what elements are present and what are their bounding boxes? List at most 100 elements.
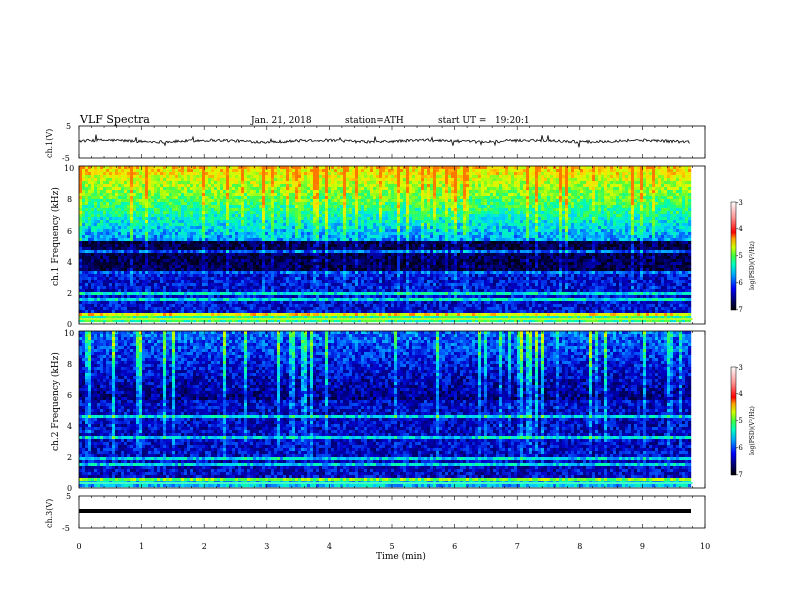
spectrogram-cell bbox=[145, 190, 149, 194]
spectrogram-cell bbox=[589, 214, 593, 218]
spectrogram-cell bbox=[175, 199, 179, 203]
spectrogram-cell bbox=[673, 169, 677, 173]
spectrogram-cell bbox=[502, 208, 506, 212]
spectrogram-cell bbox=[232, 187, 236, 191]
spectrogram-cell bbox=[547, 226, 551, 230]
spectrogram-cell bbox=[256, 184, 260, 188]
spectrogram-cell bbox=[187, 223, 191, 227]
spectrogram-cell bbox=[421, 187, 425, 191]
spectrogram-cell bbox=[565, 187, 569, 191]
spectrogram-cell bbox=[85, 172, 89, 176]
spectrogram-cell bbox=[427, 211, 431, 215]
spectrogram-cell bbox=[559, 196, 563, 200]
spectrogram-cell bbox=[298, 193, 302, 197]
spectrogram-cell bbox=[79, 184, 83, 188]
spectrogram-cell bbox=[139, 190, 143, 194]
spectrogram-cell bbox=[406, 187, 410, 191]
spectrogram-cell bbox=[427, 175, 431, 179]
spectrogram-cell bbox=[112, 193, 116, 197]
spectrogram-cell bbox=[658, 166, 662, 170]
spectrogram-cell bbox=[517, 214, 521, 218]
spectrogram-cell bbox=[565, 193, 569, 197]
spectrogram-cell bbox=[511, 205, 515, 209]
spectrogram-cell bbox=[634, 223, 638, 227]
spectrogram-cell bbox=[484, 166, 488, 170]
spectrogram-cell bbox=[526, 175, 530, 179]
spectrogram-cell bbox=[685, 190, 689, 194]
spectrogram-cell bbox=[151, 232, 155, 236]
spectrogram-cell bbox=[307, 181, 311, 185]
spectrogram-cell bbox=[148, 178, 152, 182]
spectrogram-cell bbox=[256, 178, 260, 182]
spectrogram-cell bbox=[526, 184, 530, 188]
spectrogram-cell bbox=[646, 232, 650, 236]
spectrogram-cell bbox=[550, 229, 554, 233]
spectrogram-cell bbox=[688, 220, 692, 224]
spectrogram-cell bbox=[352, 202, 356, 206]
spectrogram-cell bbox=[580, 214, 584, 218]
spectrogram-cell bbox=[154, 184, 158, 188]
spectrogram-cell bbox=[340, 178, 344, 182]
spectrogram-cell bbox=[529, 199, 533, 203]
spectrogram-cell bbox=[382, 235, 386, 239]
spectrogram-cell bbox=[604, 172, 608, 176]
spectrogram-cell bbox=[481, 178, 485, 182]
spectrogram-cell bbox=[436, 199, 440, 203]
spectrogram-cell bbox=[415, 220, 419, 224]
spectrogram-cell bbox=[313, 181, 317, 185]
spectrogram-cell bbox=[601, 166, 605, 170]
spectrogram-cell bbox=[418, 196, 422, 200]
spectrogram-cell bbox=[589, 196, 593, 200]
spectrogram-cell bbox=[481, 181, 485, 185]
spectrogram-cell bbox=[385, 235, 389, 239]
spectrogram-cell bbox=[655, 211, 659, 215]
spectrogram-cell bbox=[175, 205, 179, 209]
spectrogram-cell bbox=[481, 220, 485, 224]
spectrogram-cell bbox=[676, 166, 680, 170]
spectrogram-cell bbox=[400, 184, 404, 188]
spectrogram-cell bbox=[208, 232, 212, 236]
spectrogram-cell bbox=[586, 217, 590, 221]
spectrogram-cell bbox=[256, 187, 260, 191]
spectrogram-cell bbox=[682, 205, 686, 209]
spectrogram-cell bbox=[376, 205, 380, 209]
spectrogram-cell bbox=[79, 214, 83, 218]
spectrogram-cell bbox=[574, 208, 578, 212]
spectrogram-cell bbox=[676, 199, 680, 203]
spectrogram-cell bbox=[619, 214, 623, 218]
spectrogram-cell bbox=[376, 211, 380, 215]
spectrogram-cell bbox=[109, 202, 113, 206]
spectrogram-cell bbox=[685, 172, 689, 176]
spectrogram-cell bbox=[541, 226, 545, 230]
spectrogram-cell bbox=[514, 184, 518, 188]
spectrogram-cell bbox=[160, 202, 164, 206]
spectrogram-cell bbox=[595, 232, 599, 236]
spectrogram-cell bbox=[631, 172, 635, 176]
spectrogram-cell bbox=[331, 190, 335, 194]
spectrogram-cell bbox=[565, 175, 569, 179]
spectrogram-cell bbox=[388, 199, 392, 203]
spectrogram-cell bbox=[505, 205, 509, 209]
spectrogram-cell bbox=[514, 235, 518, 239]
spectrogram-cell bbox=[361, 223, 365, 227]
spectrogram-cell bbox=[274, 190, 278, 194]
spectrogram-cell bbox=[481, 193, 485, 197]
spectrogram-cell bbox=[484, 187, 488, 191]
spectrogram-cell bbox=[82, 190, 86, 194]
spectrogram-cell bbox=[148, 199, 152, 203]
spectrogram-cell bbox=[166, 181, 170, 185]
spectrogram-cell bbox=[592, 202, 596, 206]
spectrogram-cell bbox=[658, 169, 662, 173]
spectrogram-cell bbox=[157, 196, 161, 200]
spectrogram-cell bbox=[244, 166, 248, 170]
spectrogram-cell bbox=[274, 220, 278, 224]
spectrogram-cell bbox=[280, 181, 284, 185]
spectrogram-cell bbox=[139, 202, 143, 206]
spectrogram-cell bbox=[253, 217, 257, 221]
spectrogram-cell bbox=[88, 226, 92, 230]
spectrogram-cell bbox=[574, 214, 578, 218]
spectrogram-cell bbox=[505, 169, 509, 173]
spectrogram-cell bbox=[160, 184, 164, 188]
spectrogram-cell bbox=[526, 211, 530, 215]
spectrogram-cell bbox=[469, 229, 473, 233]
